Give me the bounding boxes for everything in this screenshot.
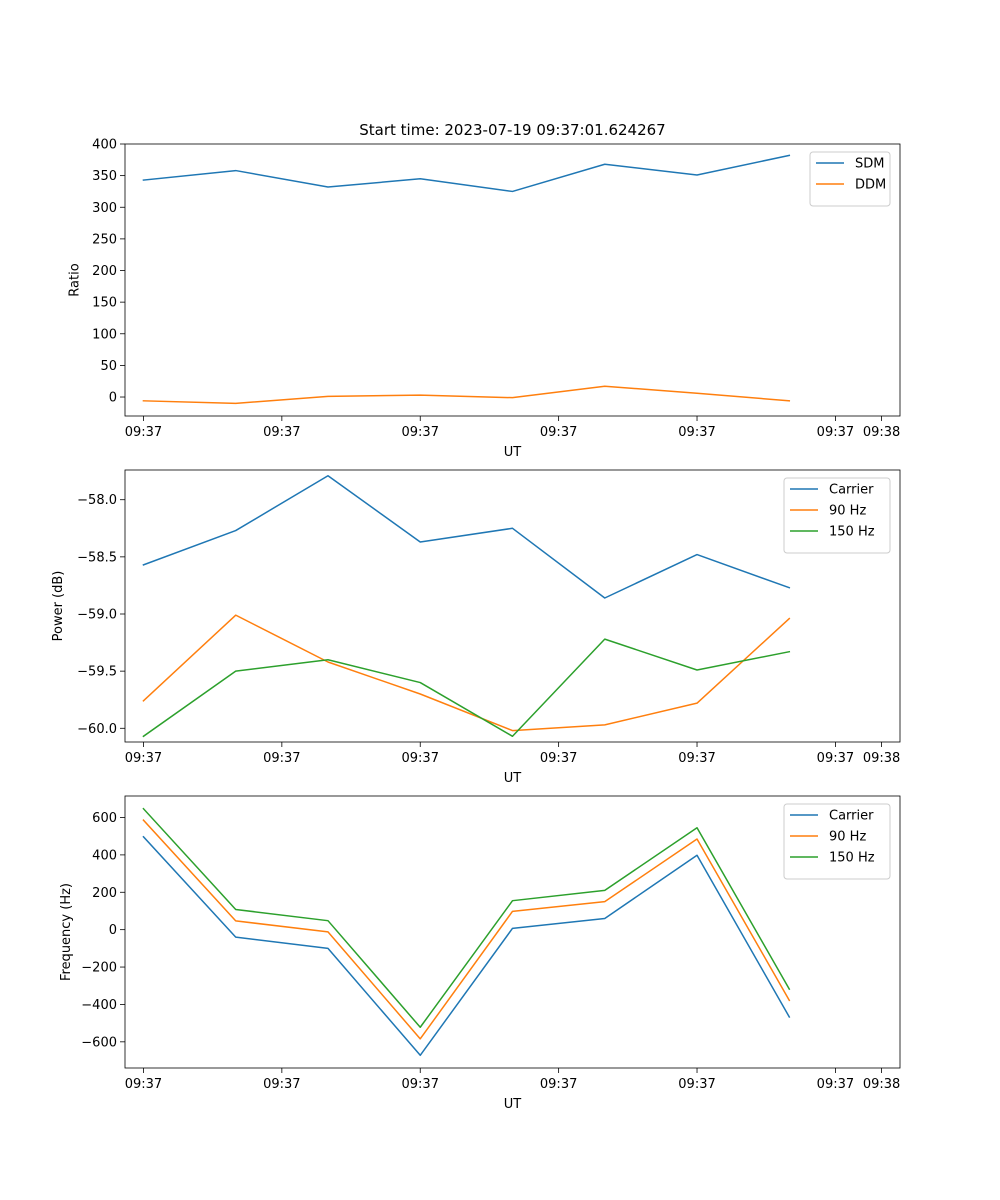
legend-label: 150 Hz <box>829 525 875 540</box>
x-tick-label: 09:37 <box>125 1077 162 1092</box>
x-tick-label: 09:37 <box>540 1077 577 1092</box>
x-tick-label: 09:38 <box>863 751 900 766</box>
legend-box <box>783 477 891 554</box>
series-line-carrier <box>142 835 791 1057</box>
y-tick-label: −60.0 <box>77 722 117 737</box>
y-tick-label: 0 <box>109 923 117 938</box>
legend-box <box>783 803 891 880</box>
series-lines <box>142 474 791 738</box>
series-line-ddm <box>142 385 791 405</box>
x-tick-label: 09:37 <box>678 751 715 766</box>
x-tick-label: 09:37 <box>402 1077 439 1092</box>
x-tick-label: 09:37 <box>125 425 162 440</box>
x-tick-label: 09:37 <box>678 1077 715 1092</box>
y-tick-label: 600 <box>92 811 117 826</box>
series-line-150-hz <box>142 638 791 738</box>
series-line-sdm <box>142 154 791 193</box>
x-tick-label: 09:38 <box>863 425 900 440</box>
x-tick-label: 09:37 <box>817 425 854 440</box>
y-tick-label: 400 <box>92 848 117 863</box>
x-tick-label: 09:37 <box>402 751 439 766</box>
legend-label: 150 Hz <box>829 851 875 866</box>
x-axis-label: UT <box>504 445 522 460</box>
x-tick-label: 09:37 <box>402 425 439 440</box>
x-tick-label: 09:37 <box>817 1077 854 1092</box>
y-axis-label: Power (dB) <box>51 571 66 642</box>
axes-frame <box>124 795 901 1069</box>
y-tick-label: 100 <box>92 327 117 342</box>
series-line-carrier <box>142 474 791 599</box>
chart-panel-3: 09:37 09:37 09:37 09:37 09:37 09:37 09:38 −600 −… <box>59 795 901 1112</box>
legend: SDM DDM <box>809 151 891 207</box>
x-axis-label: UT <box>504 771 522 786</box>
legend-label: Carrier <box>829 809 874 824</box>
y-tick-label: −600 <box>81 1035 117 1050</box>
y-tick-label: −59.5 <box>77 665 117 680</box>
y-tick-label: −58.5 <box>77 550 117 565</box>
legend-label: Carrier <box>829 483 874 498</box>
y-tick-label: 300 <box>92 201 117 216</box>
y-tick-label: 0 <box>109 391 117 406</box>
series-line-90-hz <box>142 819 791 1040</box>
y-tick-label: −400 <box>81 998 117 1013</box>
x-axis-label: UT <box>504 1097 522 1112</box>
x-tick-label: 09:37 <box>540 425 577 440</box>
x-tick-label: 09:37 <box>817 751 854 766</box>
y-axis-label: Frequency (Hz) <box>59 883 74 981</box>
y-axis-label: Ratio <box>67 263 82 296</box>
y-tick-label: 250 <box>92 232 117 247</box>
chart-panel-2: 09:37 09:37 09:37 09:37 09:37 09:37 09:38 −60.0… <box>51 469 901 786</box>
x-tick-label: 09:37 <box>678 425 715 440</box>
y-tick-label: 200 <box>92 886 117 901</box>
x-tick-label: 09:37 <box>540 751 577 766</box>
y-tick-label: 200 <box>92 264 117 279</box>
series-line-150-hz <box>142 807 791 1028</box>
series-line-90-hz <box>142 614 791 732</box>
y-tick-label: −59.0 <box>77 608 117 623</box>
legend-label: 90 Hz <box>829 830 866 845</box>
x-tick-label: 09:37 <box>125 751 162 766</box>
legend: Carrier 90 Hz 150 Hz <box>783 477 891 554</box>
y-tick-label: 50 <box>100 359 117 374</box>
x-tick-label: 09:37 <box>263 425 300 440</box>
legend: Carrier 90 Hz 150 Hz <box>783 803 891 880</box>
series-lines <box>142 154 791 405</box>
figure-title: Start time: 2023-07-19 09:37:01.624267 <box>359 121 665 139</box>
legend-label: SDM <box>855 157 884 172</box>
x-tick-label: 09:37 <box>263 1077 300 1092</box>
legend-label: DDM <box>855 178 886 193</box>
x-tick-label: 09:38 <box>863 1077 900 1092</box>
y-tick-label: 150 <box>92 296 117 311</box>
axes-frame <box>124 143 901 417</box>
legend-box <box>809 151 891 207</box>
y-tick-label: 350 <box>92 169 117 184</box>
charts-group: 09:37 09:37 09:37 09:37 09:37 09:37 09:38 0 50 10… <box>51 138 901 1112</box>
legend-label: 90 Hz <box>829 504 866 519</box>
y-tick-label: 400 <box>92 138 117 153</box>
y-tick-label: −58.0 <box>77 493 117 508</box>
chart-panel-1: 09:37 09:37 09:37 09:37 09:37 09:37 09:38 0 50 10… <box>67 138 901 460</box>
y-tick-label: −200 <box>81 961 117 976</box>
axes-frame <box>124 469 901 743</box>
x-tick-label: 09:37 <box>263 751 300 766</box>
series-lines <box>142 807 791 1057</box>
